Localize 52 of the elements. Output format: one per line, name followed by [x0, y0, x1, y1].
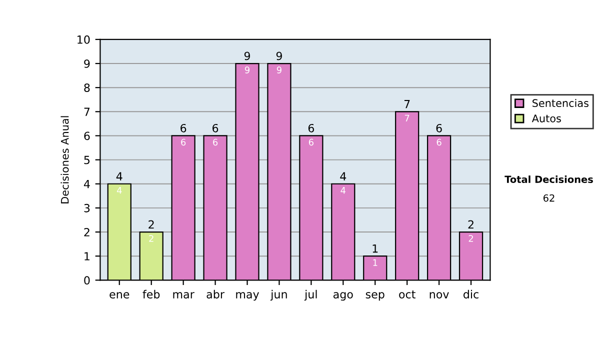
y-tick-label: 8 — [84, 84, 90, 92]
annotation: 6 — [308, 124, 314, 132]
annotation: 7 — [404, 100, 410, 108]
data-label: 2 — [149, 235, 154, 242]
y-tick-label: 10 — [78, 35, 90, 44]
data-label: 9 — [276, 66, 282, 74]
data-label: 4 — [340, 187, 346, 194]
annotation: 2 — [148, 220, 154, 228]
y-tick-label: 4 — [84, 180, 90, 188]
x-tick-label: ene — [110, 292, 130, 298]
x-tick-label: mar — [173, 292, 194, 298]
annotation: 9 — [276, 52, 282, 60]
y-axis-title: Decisiones Anual — [60, 116, 69, 204]
x-tick-label: abr — [206, 290, 224, 298]
data-label: 2 — [468, 235, 473, 242]
x-tick-label: may — [236, 292, 260, 301]
text: 62 — [543, 194, 554, 202]
x-tick-label: dic — [464, 290, 478, 298]
annotation: 4 — [340, 172, 346, 180]
data-label: 1 — [373, 259, 378, 266]
y-tick-label: 6 — [84, 132, 90, 140]
annotation: 6 — [212, 124, 218, 132]
annotation: 6 — [180, 124, 186, 132]
annotation: 4 — [116, 172, 122, 180]
annotation: 1 — [372, 244, 378, 253]
x-tick-label: nov — [430, 292, 449, 298]
annotation: 2 — [468, 220, 474, 228]
y-tick-label: 1 — [84, 252, 90, 260]
y-tick-label: 9 — [84, 59, 90, 68]
x-tick-label: feb — [142, 290, 160, 298]
annotation: 6 — [436, 124, 442, 132]
y-tick-label: 7 — [84, 108, 90, 116]
text: Total Decisiones — [504, 175, 593, 184]
data-label: 6 — [436, 138, 442, 146]
data-label: 9 — [244, 66, 250, 74]
data-label: 7 — [404, 114, 410, 122]
y-tick-label: 2 — [84, 228, 90, 236]
data-label: 6 — [181, 138, 186, 146]
y-tick-label: 5 — [84, 156, 90, 164]
legend-label: Sentencias — [532, 98, 588, 108]
data-label: 6 — [213, 138, 218, 146]
x-tick-label: ago — [333, 292, 353, 301]
legend-label: Autos — [532, 114, 561, 122]
y-tick-label: 0 — [84, 276, 90, 285]
x-tick-label: sep — [366, 292, 384, 301]
y-tick-label: 3 — [84, 204, 90, 212]
x-tick-label: jul — [304, 290, 317, 301]
x-tick-label: jun — [270, 290, 287, 301]
data-label: 4 — [116, 187, 122, 194]
data-label: 6 — [308, 138, 314, 146]
annotation: 9 — [244, 52, 250, 60]
x-tick-label: oct — [399, 290, 416, 298]
